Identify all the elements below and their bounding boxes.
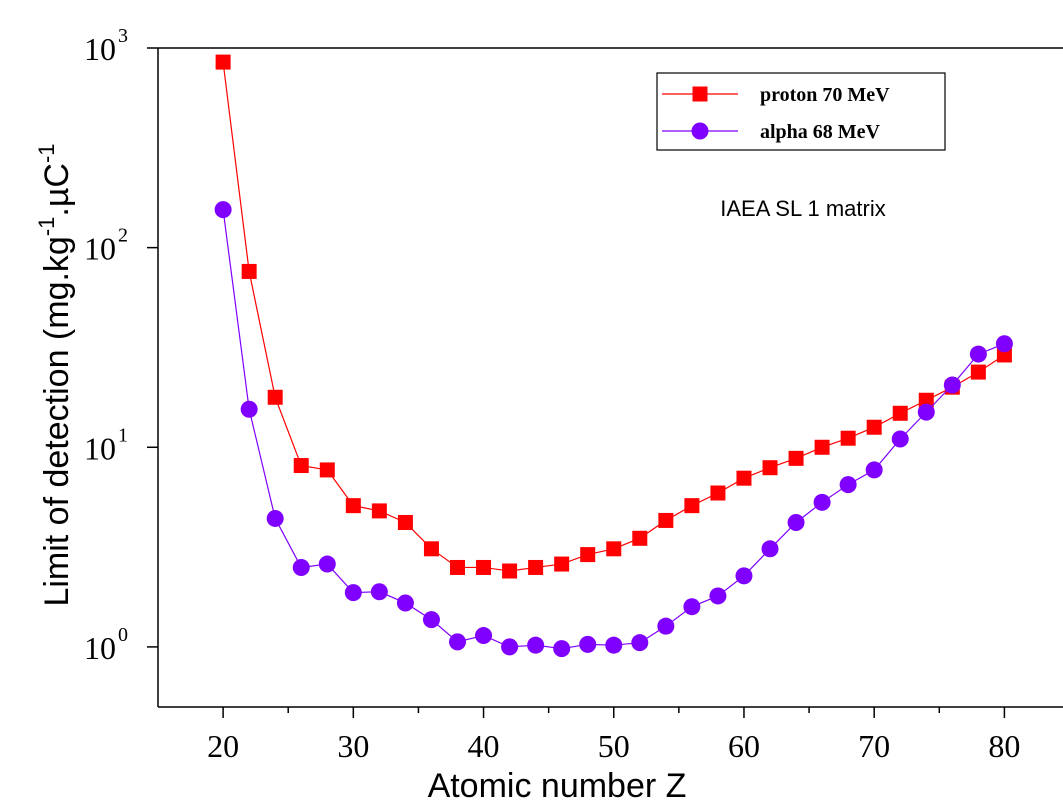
data-point [813,493,831,511]
data-point [448,633,466,651]
x-tick-label: 80 [988,728,1020,764]
y-label-sup: -1 [34,143,59,163]
data-point [293,458,309,474]
legend-label: proton 70 MeV [760,84,890,106]
data-point [475,627,493,645]
data-point [657,617,675,635]
data-point [631,634,649,652]
x-tick-label: 60 [728,728,760,764]
data-point [943,376,961,394]
y-tick-exponent: 2 [118,225,128,247]
data-point [214,201,232,219]
data-point [995,335,1013,353]
data-point [318,555,336,573]
data-point [528,559,544,575]
data-point [709,587,727,605]
y-tick-label: 10 [84,630,116,666]
data-point [423,541,439,557]
legend-label: alpha 68 MeV [760,121,881,143]
data-point [580,547,596,563]
data-point [579,635,597,653]
x-tick-label: 30 [337,728,369,764]
data-point [240,400,258,418]
y-tick-label: 10 [84,31,116,67]
data-point [371,503,387,519]
x-axis-label: Atomic number Z [428,767,687,804]
data-point [476,559,492,575]
data-point [527,636,545,654]
data-point [917,403,935,421]
y-label-sup: -1 [34,217,59,237]
annotation: IAEA SL 1 matrix [720,196,885,221]
data-point [658,512,674,528]
y-axis-label: Limit of detection (mg.kg-1.µC-1 [34,143,76,606]
data-point [736,470,752,486]
data-point [684,498,700,514]
data-point [397,514,413,530]
data-point [606,541,622,557]
data-point [292,558,310,576]
data-point [215,54,231,70]
y-tick-exponent: 3 [118,25,128,47]
data-point [891,430,909,448]
data-point [839,476,857,494]
data-point [918,392,934,408]
data-point [683,598,701,616]
data-point [788,450,804,466]
data-point [266,509,284,527]
data-point [344,584,362,602]
data-point [866,419,882,435]
y-tick-exponent: 0 [118,624,128,646]
data-point [892,405,908,421]
data-point [970,364,986,380]
data-point [969,345,987,363]
data-point [710,485,726,501]
data-point [449,559,465,575]
data-point [735,567,753,585]
data-point [396,594,414,612]
x-tick-label: 50 [598,728,630,764]
data-point [267,389,283,405]
data-point [370,583,388,601]
series-line [222,209,1005,650]
data-point [787,513,805,531]
y-tick-exponent: 1 [118,424,128,446]
data-point [241,263,257,279]
y-label-part: .µC [38,163,76,217]
data-point [501,638,519,656]
data-point [761,540,779,558]
data-point [345,498,361,514]
data-point [840,430,856,446]
data-point [814,439,830,455]
y-tick-label: 10 [84,430,116,466]
data-point [502,563,518,579]
data-point [865,461,883,479]
data-point [605,636,623,654]
y-tick-label: 10 [84,231,116,267]
x-tick-label: 20 [207,728,239,764]
legend-marker [692,86,708,102]
data-point [553,640,571,658]
y-label-part: Limit of detection (mg.kg [38,236,76,606]
data-point [422,611,440,629]
data-point [554,556,570,572]
data-point [762,460,778,476]
x-tick-label: 70 [858,728,890,764]
legend-marker [691,122,709,140]
data-point [319,462,335,478]
x-tick-label: 40 [468,728,500,764]
data-point [632,530,648,546]
